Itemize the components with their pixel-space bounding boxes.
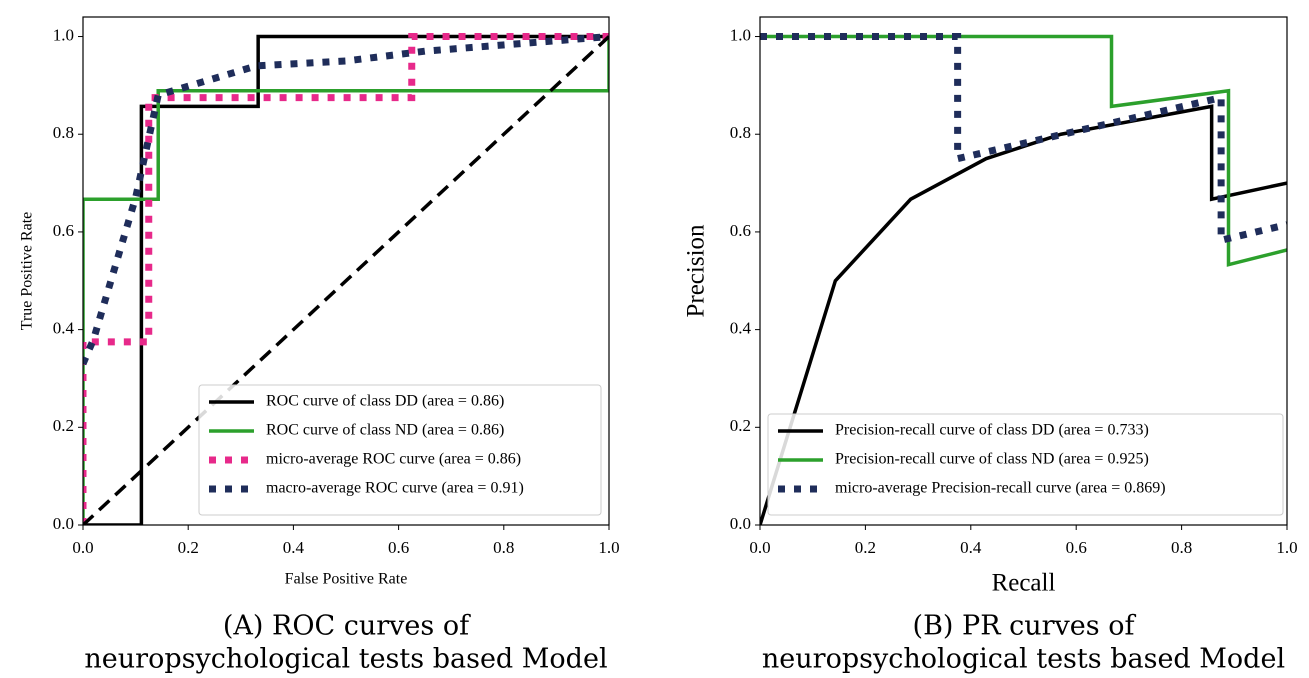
x-axis-label: Recall: [992, 570, 1056, 597]
y-tick-label: 0.8: [53, 123, 74, 142]
legend-label: macro-average ROC curve (area = 0.91): [266, 480, 524, 497]
legend-label: micro-average Precision-recall curve (ar…: [835, 480, 1166, 497]
y-axis-label: True Positive Rate: [19, 212, 36, 331]
x-tick-label: 1.0: [1276, 538, 1297, 557]
legend-label: micro-average ROC curve (area = 0.86): [266, 451, 521, 468]
legend-label: Precision-recall curve of class DD (area…: [835, 422, 1149, 439]
caption: neuropsychological tests based Model: [762, 644, 1285, 675]
curve: [83, 35, 609, 525]
y-tick-label: 0.8: [730, 123, 751, 142]
x-tick-label: 0.4: [960, 538, 982, 557]
caption: (B) PR curves of: [913, 611, 1137, 642]
x-tick-label: 0.6: [1066, 538, 1087, 557]
x-tick-label: 1.0: [598, 538, 619, 557]
curve: [760, 33, 1287, 245]
x-tick-label: 0.8: [493, 538, 514, 557]
y-tick-label: 1.0: [53, 25, 74, 44]
x-tick-label: 0.2: [178, 538, 199, 557]
plot-area: [760, 33, 1287, 525]
plot-area: [83, 33, 609, 525]
legend: Precision-recall curve of class DD (area…: [767, 413, 1284, 516]
y-tick-label: 0.2: [53, 416, 74, 435]
x-axis-label: False Positive Rate: [285, 571, 408, 588]
y-tick-label: 0.6: [730, 221, 751, 240]
curve: [83, 33, 609, 366]
curve: [760, 34, 1287, 267]
x-tick-label: 0.0: [72, 538, 93, 557]
legend-label: ROC curve of class ND (area = 0.86): [266, 422, 504, 439]
y-tick-label: 0.0: [53, 514, 74, 533]
caption: neuropsychological tests based Model: [84, 644, 607, 675]
y-tick-label: 0.0: [730, 514, 751, 533]
x-tick-label: 0.4: [283, 538, 305, 557]
curve: [83, 36, 609, 525]
subplot: 0.0 0.2 0.4 0.6 0.8 1.0 0.0 0.2 0.4 0.6 0.8 1.0 Reca…: [683, 16, 1298, 675]
y-tick-label: 0.6: [53, 221, 74, 240]
caption: (A) ROC curves of: [223, 611, 471, 642]
curve: [83, 33, 609, 525]
axes-frame: [82, 16, 610, 526]
curve: [83, 34, 609, 525]
legend-label: ROC curve of class DD (area = 0.86): [266, 393, 504, 410]
y-tick-label: 0.4: [53, 319, 75, 338]
x-tick-label: 0.6: [388, 538, 409, 557]
legend-box: [198, 384, 602, 516]
x-tick-label: 0.0: [749, 538, 770, 557]
x-tick-label: 0.8: [1171, 538, 1192, 557]
y-axis-label: Precision: [683, 224, 710, 318]
legend-label: Precision-recall curve of class ND (area…: [835, 451, 1149, 468]
y-tick-label: 0.4: [730, 319, 752, 338]
y-tick-label: 0.2: [730, 416, 751, 435]
legend: ROC curve of class DD (area = 0.86) ROC c…: [198, 384, 602, 516]
axes-frame: [759, 16, 1288, 526]
legend-box: [767, 413, 1284, 516]
x-tick-label: 0.2: [855, 538, 876, 557]
y-tick-label: 1.0: [730, 25, 751, 44]
subplot: 0.0 0.2 0.4 0.6 0.8 1.0 0.0 0.2 0.4 0.6 0.8 1.0 Fals…: [19, 16, 620, 675]
